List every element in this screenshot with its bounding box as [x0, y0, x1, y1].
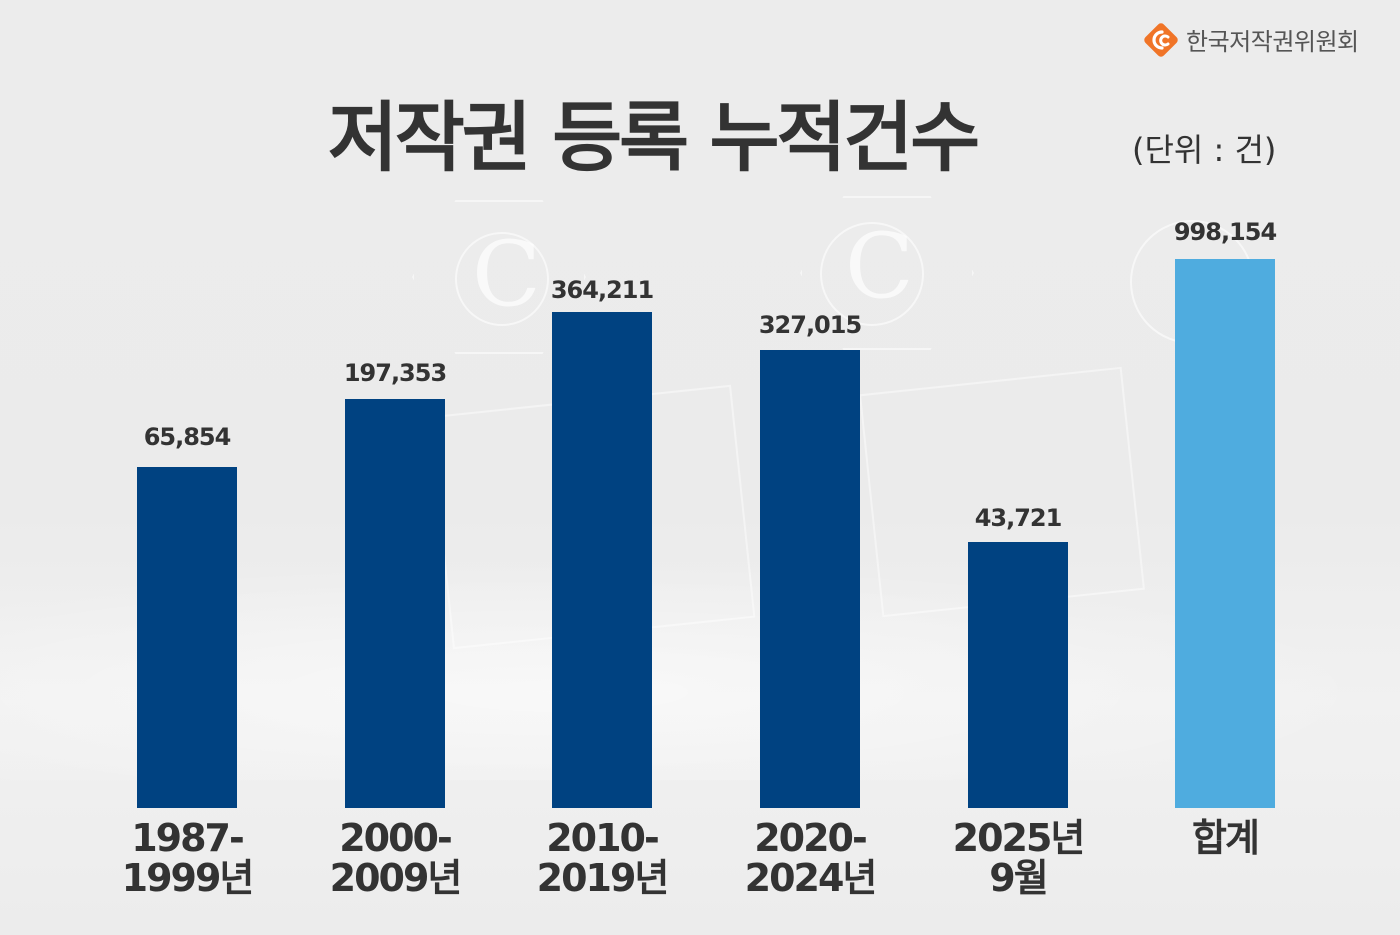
copyright-c-decoration: C — [845, 214, 914, 319]
bar-2025-09 — [968, 542, 1068, 808]
category-label-line1: 합계 — [1192, 816, 1260, 860]
category-label: 2010- 2019년 — [502, 818, 702, 898]
bar-2010-2019 — [552, 312, 652, 808]
bar-1987-1999 — [137, 467, 237, 808]
data-label: 65,854 — [143, 423, 232, 451]
data-label: 197,353 — [343, 359, 447, 387]
organization-logo: 한국저작권위원회 — [1144, 22, 1359, 57]
organization-name: 한국저작권위원회 — [1186, 28, 1359, 56]
bar-2020-2024 — [760, 350, 860, 808]
copyright-c-decoration: C — [472, 222, 541, 327]
category-label: 2020- 2024년 — [710, 818, 910, 898]
category-label-line1: 2020- — [754, 816, 868, 860]
category-label-line2: 2019년 — [536, 856, 670, 900]
category-label-line1: 2000- — [339, 816, 453, 860]
category-label: 2000- 2009년 — [295, 818, 495, 898]
data-label: 327,015 — [758, 311, 862, 339]
category-label-line1: 1987- — [131, 816, 245, 860]
category-label-line2: 2024년 — [744, 856, 878, 900]
category-label-line2: 2009년 — [329, 856, 463, 900]
category-label-line1: 2010- — [546, 816, 660, 860]
category-label-line2: 9월 — [989, 856, 1048, 900]
bar-total — [1175, 259, 1275, 808]
category-label-line2: 1999년 — [121, 856, 255, 900]
data-label: 364,211 — [550, 276, 654, 304]
bar-2000-2009 — [345, 399, 445, 808]
category-label: 1987- 1999년 — [87, 818, 287, 898]
data-label: 43,721 — [974, 504, 1063, 532]
data-label: 998,154 — [1173, 218, 1277, 246]
unit-label: (단위 : 건) — [1132, 131, 1277, 169]
chart-title: 저작권 등록 누적건수 — [328, 93, 980, 182]
category-label: 2025년 9월 — [918, 818, 1118, 898]
copyright-cc-diamond-icon — [1144, 22, 1178, 57]
category-label-line1: 2025년 — [952, 816, 1086, 860]
category-label: 합계 — [1125, 818, 1325, 858]
